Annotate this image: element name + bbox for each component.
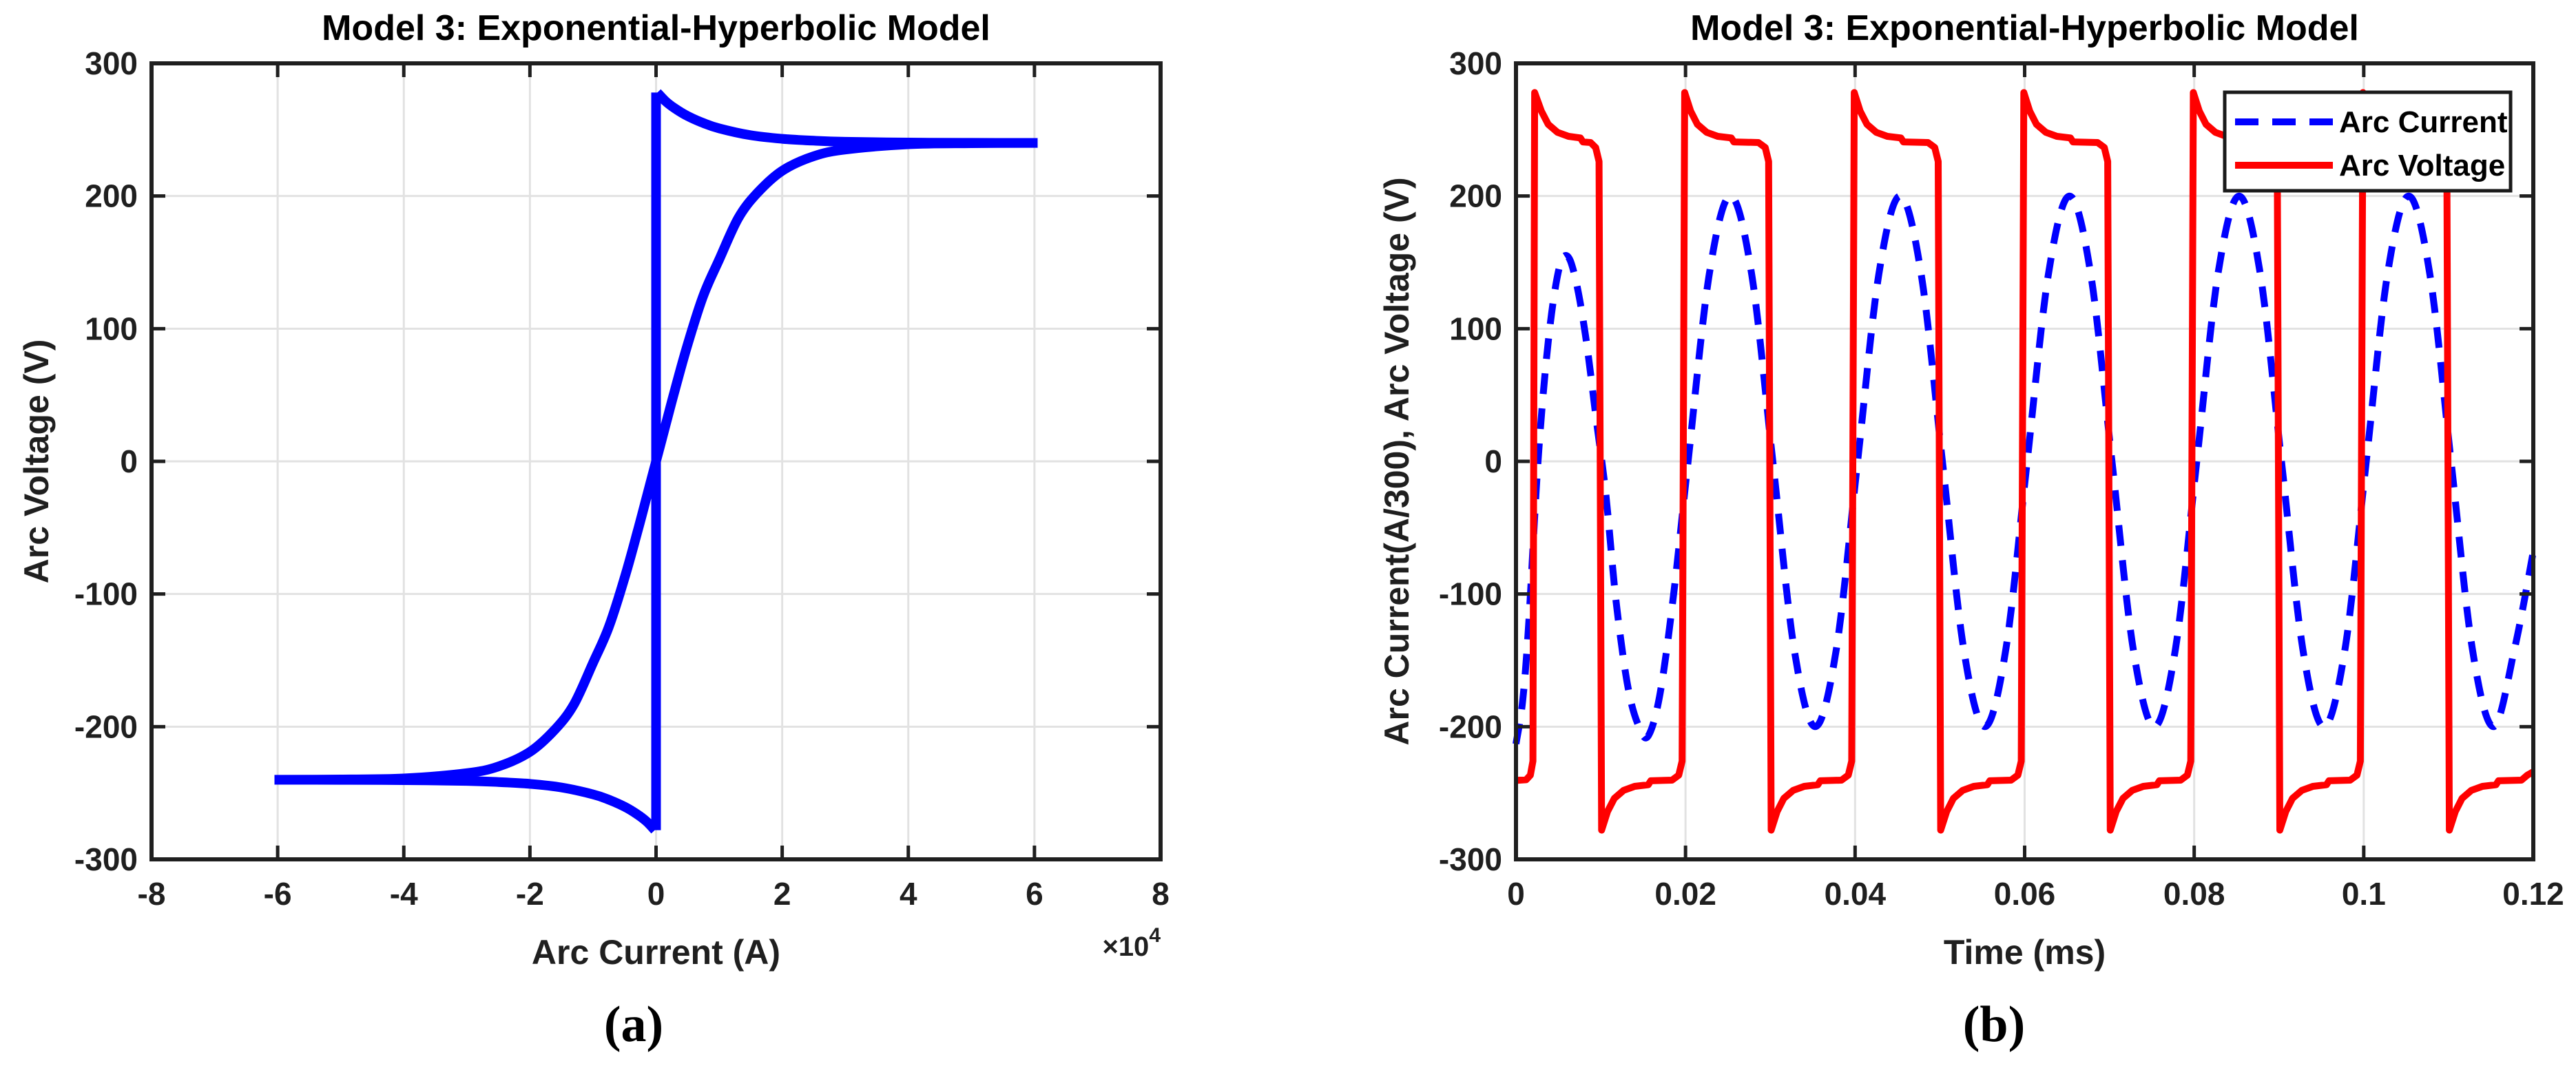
svg-text:-4: -4 xyxy=(390,876,418,912)
caption-b: (b) xyxy=(1962,996,2026,1053)
svg-text:0.04: 0.04 xyxy=(1825,876,1887,912)
svg-text:Arc Current: Arc Current xyxy=(2339,105,2508,139)
figure-row: -8 -6 -4 -2 0 2 4 6 8 -300 -200 -100 0 100 200 300 Model… xyxy=(0,0,2576,985)
svg-text:300: 300 xyxy=(85,45,138,81)
svg-text:-6: -6 xyxy=(264,876,292,912)
svg-text:300: 300 xyxy=(1449,45,1502,81)
svg-text:6: 6 xyxy=(1026,876,1043,912)
svg-text:0: 0 xyxy=(1484,443,1502,479)
svg-text:Arc Current(A/300), Arc Voltag: Arc Current(A/300), Arc Voltage (V) xyxy=(1378,177,1416,745)
svg-text:0.12: 0.12 xyxy=(2502,876,2564,912)
chart-a-vi-characteristic: -8 -6 -4 -2 0 2 4 6 8 -300 -200 -100 0 100 200 300 Model… xyxy=(17,8,1170,972)
svg-text:-8: -8 xyxy=(138,876,166,912)
svg-text:-100: -100 xyxy=(1439,576,1502,612)
svg-text:-200: -200 xyxy=(74,709,138,744)
svg-text:Model 3: Exponential-Hyperboli: Model 3: Exponential-Hyperbolic Model xyxy=(322,8,990,48)
svg-text:-300: -300 xyxy=(1439,841,1502,877)
svg-text:100: 100 xyxy=(85,311,138,346)
svg-text:Arc Current (A): Arc Current (A) xyxy=(532,933,780,972)
svg-text:Arc Voltage: Arc Voltage xyxy=(2339,149,2505,182)
svg-text:0.08: 0.08 xyxy=(2163,876,2225,912)
chart-a-container: -8 -6 -4 -2 0 2 4 6 8 -300 -200 -100 0 100 200 300 Model… xyxy=(0,0,1288,985)
svg-text:0: 0 xyxy=(1507,876,1525,912)
svg-text:4: 4 xyxy=(900,876,917,912)
chart-b-time-waveforms: 0 0.02 0.04 0.06 0.08 0.1 0.12 -300 -200 -100 0 100… xyxy=(1378,8,2564,972)
svg-text:-2: -2 xyxy=(516,876,544,912)
svg-text:200: 200 xyxy=(1449,178,1502,214)
svg-text:Arc Voltage (V): Arc Voltage (V) xyxy=(17,339,56,584)
svg-text:0: 0 xyxy=(120,443,138,479)
svg-text:0.02: 0.02 xyxy=(1654,876,1716,912)
svg-text:-300: -300 xyxy=(74,841,138,877)
svg-text:Time (ms): Time (ms) xyxy=(1944,933,2106,972)
svg-text:0.06: 0.06 xyxy=(1994,876,2056,912)
svg-text:2: 2 xyxy=(773,876,791,912)
caption-a: (a) xyxy=(603,996,664,1053)
svg-text:-100: -100 xyxy=(74,576,138,612)
svg-text:-200: -200 xyxy=(1439,709,1502,744)
svg-text:8: 8 xyxy=(1152,876,1170,912)
svg-text:×104: ×104 xyxy=(1102,924,1161,962)
svg-text:0.1: 0.1 xyxy=(2342,876,2386,912)
svg-text:100: 100 xyxy=(1449,311,1502,346)
svg-text:200: 200 xyxy=(85,178,138,214)
chart-b-container: 0 0.02 0.04 0.06 0.08 0.1 0.12 -300 -200 -100 0 100… xyxy=(1288,0,2576,985)
svg-text:Model 3: Exponential-Hyperboli: Model 3: Exponential-Hyperbolic Model xyxy=(1690,8,2359,48)
svg-text:0: 0 xyxy=(647,876,665,912)
